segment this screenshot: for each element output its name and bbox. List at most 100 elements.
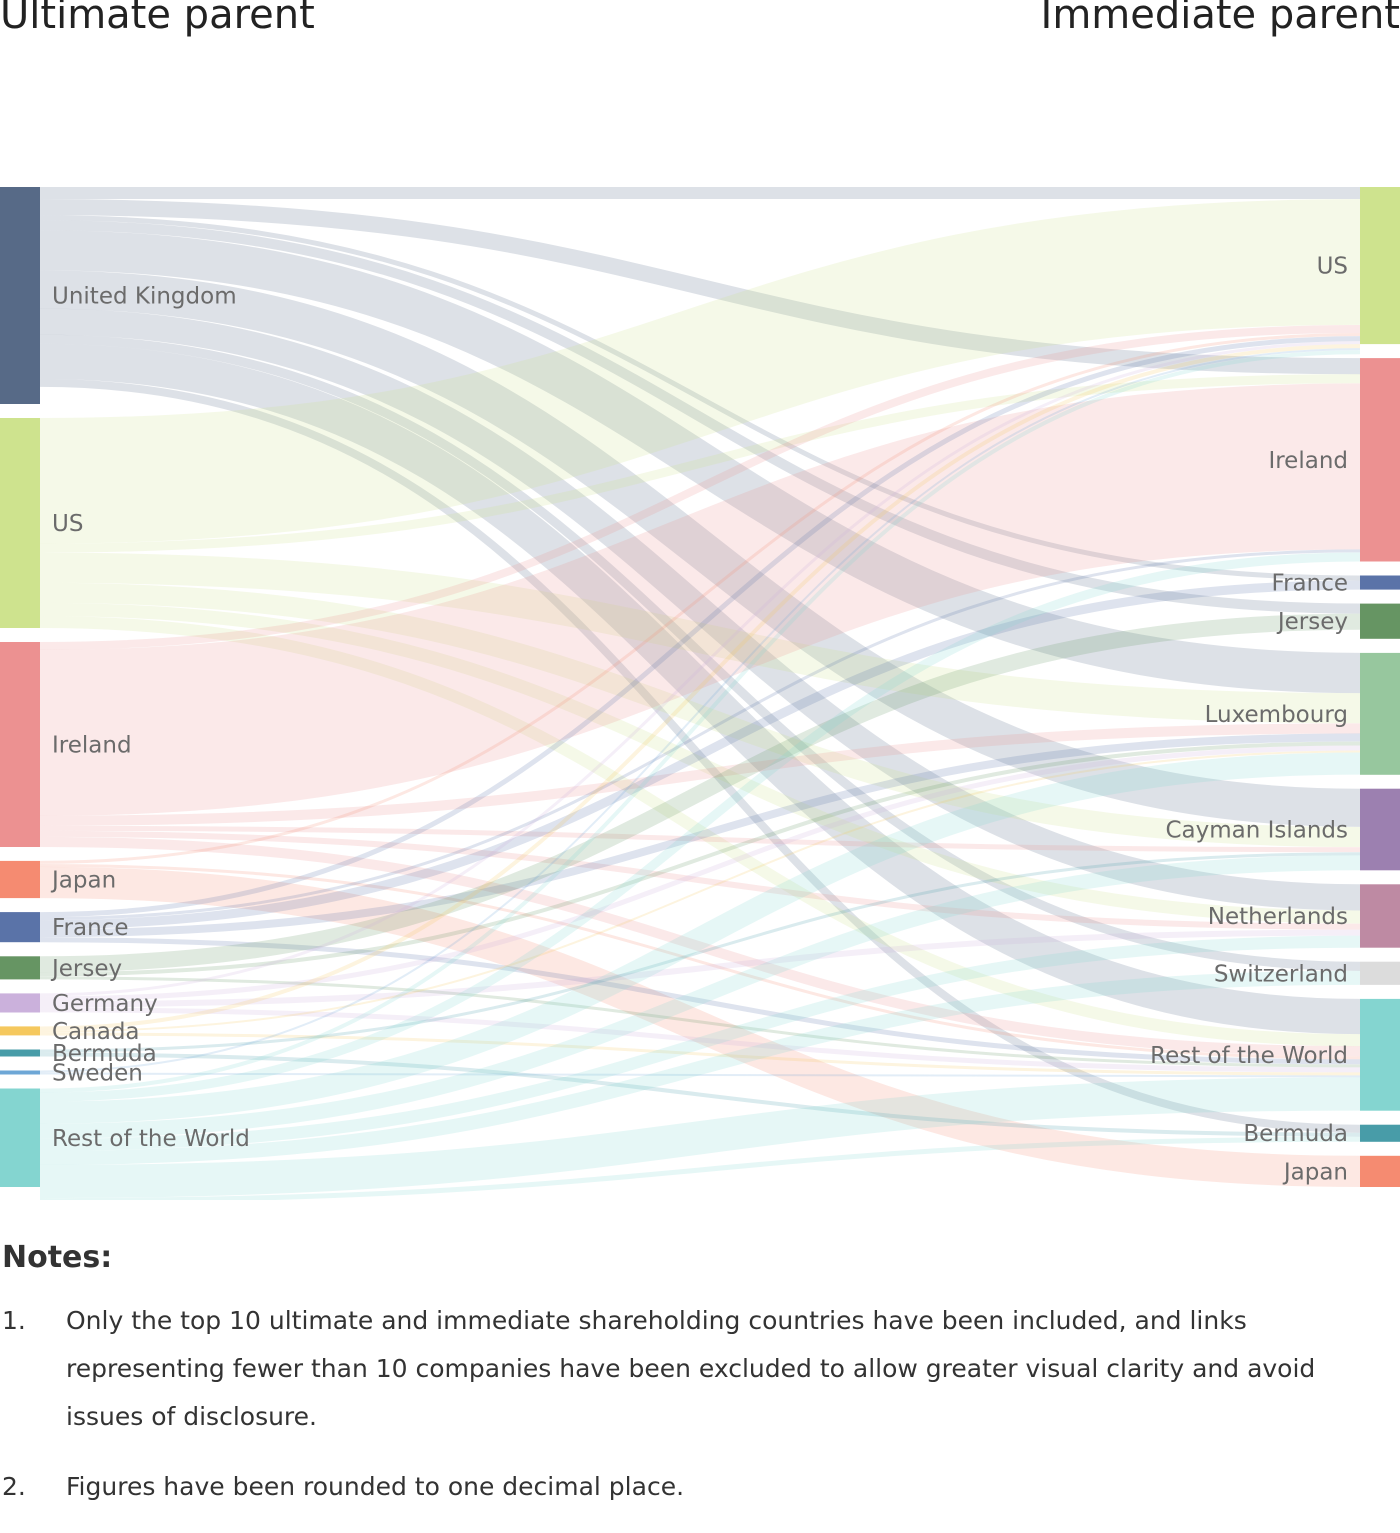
source-label-fr: France (52, 915, 128, 941)
link-uk-to-ie (39, 199, 1361, 375)
source-node-fr[interactable] (0, 912, 40, 943)
source-node-ca[interactable] (0, 1026, 40, 1036)
target-label-nl: Netherlands (1208, 904, 1348, 930)
source-node-jp[interactable] (0, 860, 40, 899)
source-label-ie: Ireland (52, 733, 132, 759)
source-node-ie[interactable] (0, 642, 40, 847)
target-node-fr[interactable] (1360, 575, 1400, 590)
link-us-to-nl (39, 602, 1361, 924)
link-fr-to-us (39, 336, 1361, 918)
sankey-diagram: United Kingdom US Ireland Japan France Jersey… (0, 186, 1400, 1200)
target-node-bm[interactable] (1360, 1124, 1400, 1142)
target-node-je[interactable] (1360, 603, 1400, 639)
link-ie-to-ie (39, 383, 1361, 816)
target-label-lu: Luxembourg (1205, 702, 1348, 728)
target-label-jp: Japan (1282, 1159, 1348, 1185)
link-fr-to-fr (39, 580, 1361, 930)
target-node-ky[interactable] (1360, 788, 1400, 871)
target-label-row: Rest of the World (1150, 1043, 1348, 1069)
notes-heading: Notes: (2, 1240, 113, 1275)
link-us-to-ky (39, 582, 1361, 848)
link-uk-to-ch (39, 334, 1361, 971)
source-label-se: Sweden (52, 1061, 143, 1087)
link-us-to-us (39, 199, 1361, 544)
link-bm-to-bm (39, 1052, 1361, 1137)
link-jp-to-us (39, 333, 1361, 864)
target-label-bm: Bermuda (1243, 1121, 1348, 1147)
source-node-se[interactable] (0, 1070, 40, 1075)
target-label-je: Jersey (1276, 609, 1348, 635)
link-uk-to-je (39, 220, 1361, 614)
link-row-to-nl (39, 935, 1361, 1151)
target-label-us: US (1317, 254, 1348, 280)
link-bm-to-ky (39, 852, 1361, 1053)
link-je-to-row (39, 976, 1361, 1068)
link-de-to-us (39, 341, 1361, 997)
ultimate-parent-heading: Ultimate parent (0, 0, 315, 38)
note-text: Only the top 10 ultimate and immediate s… (66, 1306, 1316, 1431)
notes-section: Notes: 1. Only the top 10 ultimate and i… (0, 1240, 1370, 1533)
source-node-uk[interactable] (0, 187, 40, 404)
link-us-to-row (39, 615, 1361, 1047)
target-node-row[interactable] (1360, 998, 1400, 1111)
note-text: Figures have been rounded to one decimal… (66, 1472, 685, 1501)
link-row-to-ie (39, 552, 1361, 1102)
target-node-lu[interactable] (1360, 652, 1400, 775)
link-row-to-bm (39, 1136, 1361, 1200)
target-node-ch[interactable] (1360, 961, 1400, 985)
link-ie-to-row (39, 836, 1361, 1057)
link-ie-to-nl (39, 830, 1361, 930)
nodes-layer (0, 187, 1400, 1187)
link-je-to-je (39, 613, 1361, 973)
link-uk-to-bm (39, 378, 1361, 1133)
source-node-row[interactable] (0, 1088, 40, 1188)
source-node-us[interactable] (0, 418, 40, 628)
note-item: 1. Only the top 10 ultimate and immediat… (0, 1297, 1370, 1441)
link-fr-to-ie (39, 549, 1361, 921)
target-label-fr: France (1272, 571, 1348, 597)
link-us-to-ie (39, 374, 1361, 553)
target-label-ch: Switzerland (1214, 961, 1348, 987)
link-uk-to-lu (39, 230, 1361, 694)
source-label-us: US (52, 511, 83, 537)
note-number: 1. (2, 1306, 26, 1335)
link-uk-to-row (39, 343, 1361, 1035)
source-label-bm: Bermuda (52, 1041, 157, 1067)
link-de-to-row (39, 1007, 1361, 1073)
target-node-us[interactable] (1360, 187, 1400, 345)
link-row-to-ch (39, 970, 1361, 1165)
link-ca-to-row (39, 1032, 1361, 1076)
link-ca-to-lu (39, 750, 1361, 1033)
link-row-to-us (39, 350, 1361, 1093)
link-ca-to-us (39, 344, 1361, 1031)
note-item: 2. Figures have been rounded to one deci… (0, 1463, 1370, 1511)
target-node-nl[interactable] (1360, 884, 1400, 948)
target-label-ky: Cayman Islands (1165, 818, 1348, 844)
source-node-de[interactable] (0, 993, 40, 1013)
source-node-bm[interactable] (0, 1049, 40, 1057)
target-node-ie[interactable] (1360, 358, 1400, 562)
link-row-to-ky (39, 855, 1361, 1139)
link-jp-to-row (39, 864, 1361, 1060)
link-se-to-row (39, 1072, 1361, 1078)
source-node-je[interactable] (0, 956, 40, 980)
link-us-to-lu (39, 552, 1361, 724)
source-label-row: Rest of the World (52, 1126, 250, 1152)
link-row-to-lu (39, 752, 1361, 1124)
source-label-jp: Japan (50, 868, 116, 894)
link-uk-to-ky (39, 270, 1361, 827)
link-je-to-lu (39, 741, 1361, 977)
link-fr-to-row (39, 937, 1361, 1065)
labels-layer: United Kingdom US Ireland Japan France Jersey… (50, 254, 1348, 1186)
immediate-parent-heading: Immediate parent (1040, 0, 1400, 38)
source-label-de: Germany (52, 991, 158, 1017)
link-de-to-lu (39, 745, 1361, 1002)
source-label-uk: United Kingdom (52, 284, 237, 310)
link-se-to-us (39, 348, 1361, 1073)
target-label-ie: Ireland (1268, 448, 1348, 474)
target-node-jp[interactable] (1360, 1155, 1400, 1187)
link-ie-to-us (39, 325, 1361, 650)
link-fr-to-lu (39, 733, 1361, 938)
link-uk-to-nl (39, 308, 1361, 911)
link-jp-to-jp (39, 866, 1361, 1187)
